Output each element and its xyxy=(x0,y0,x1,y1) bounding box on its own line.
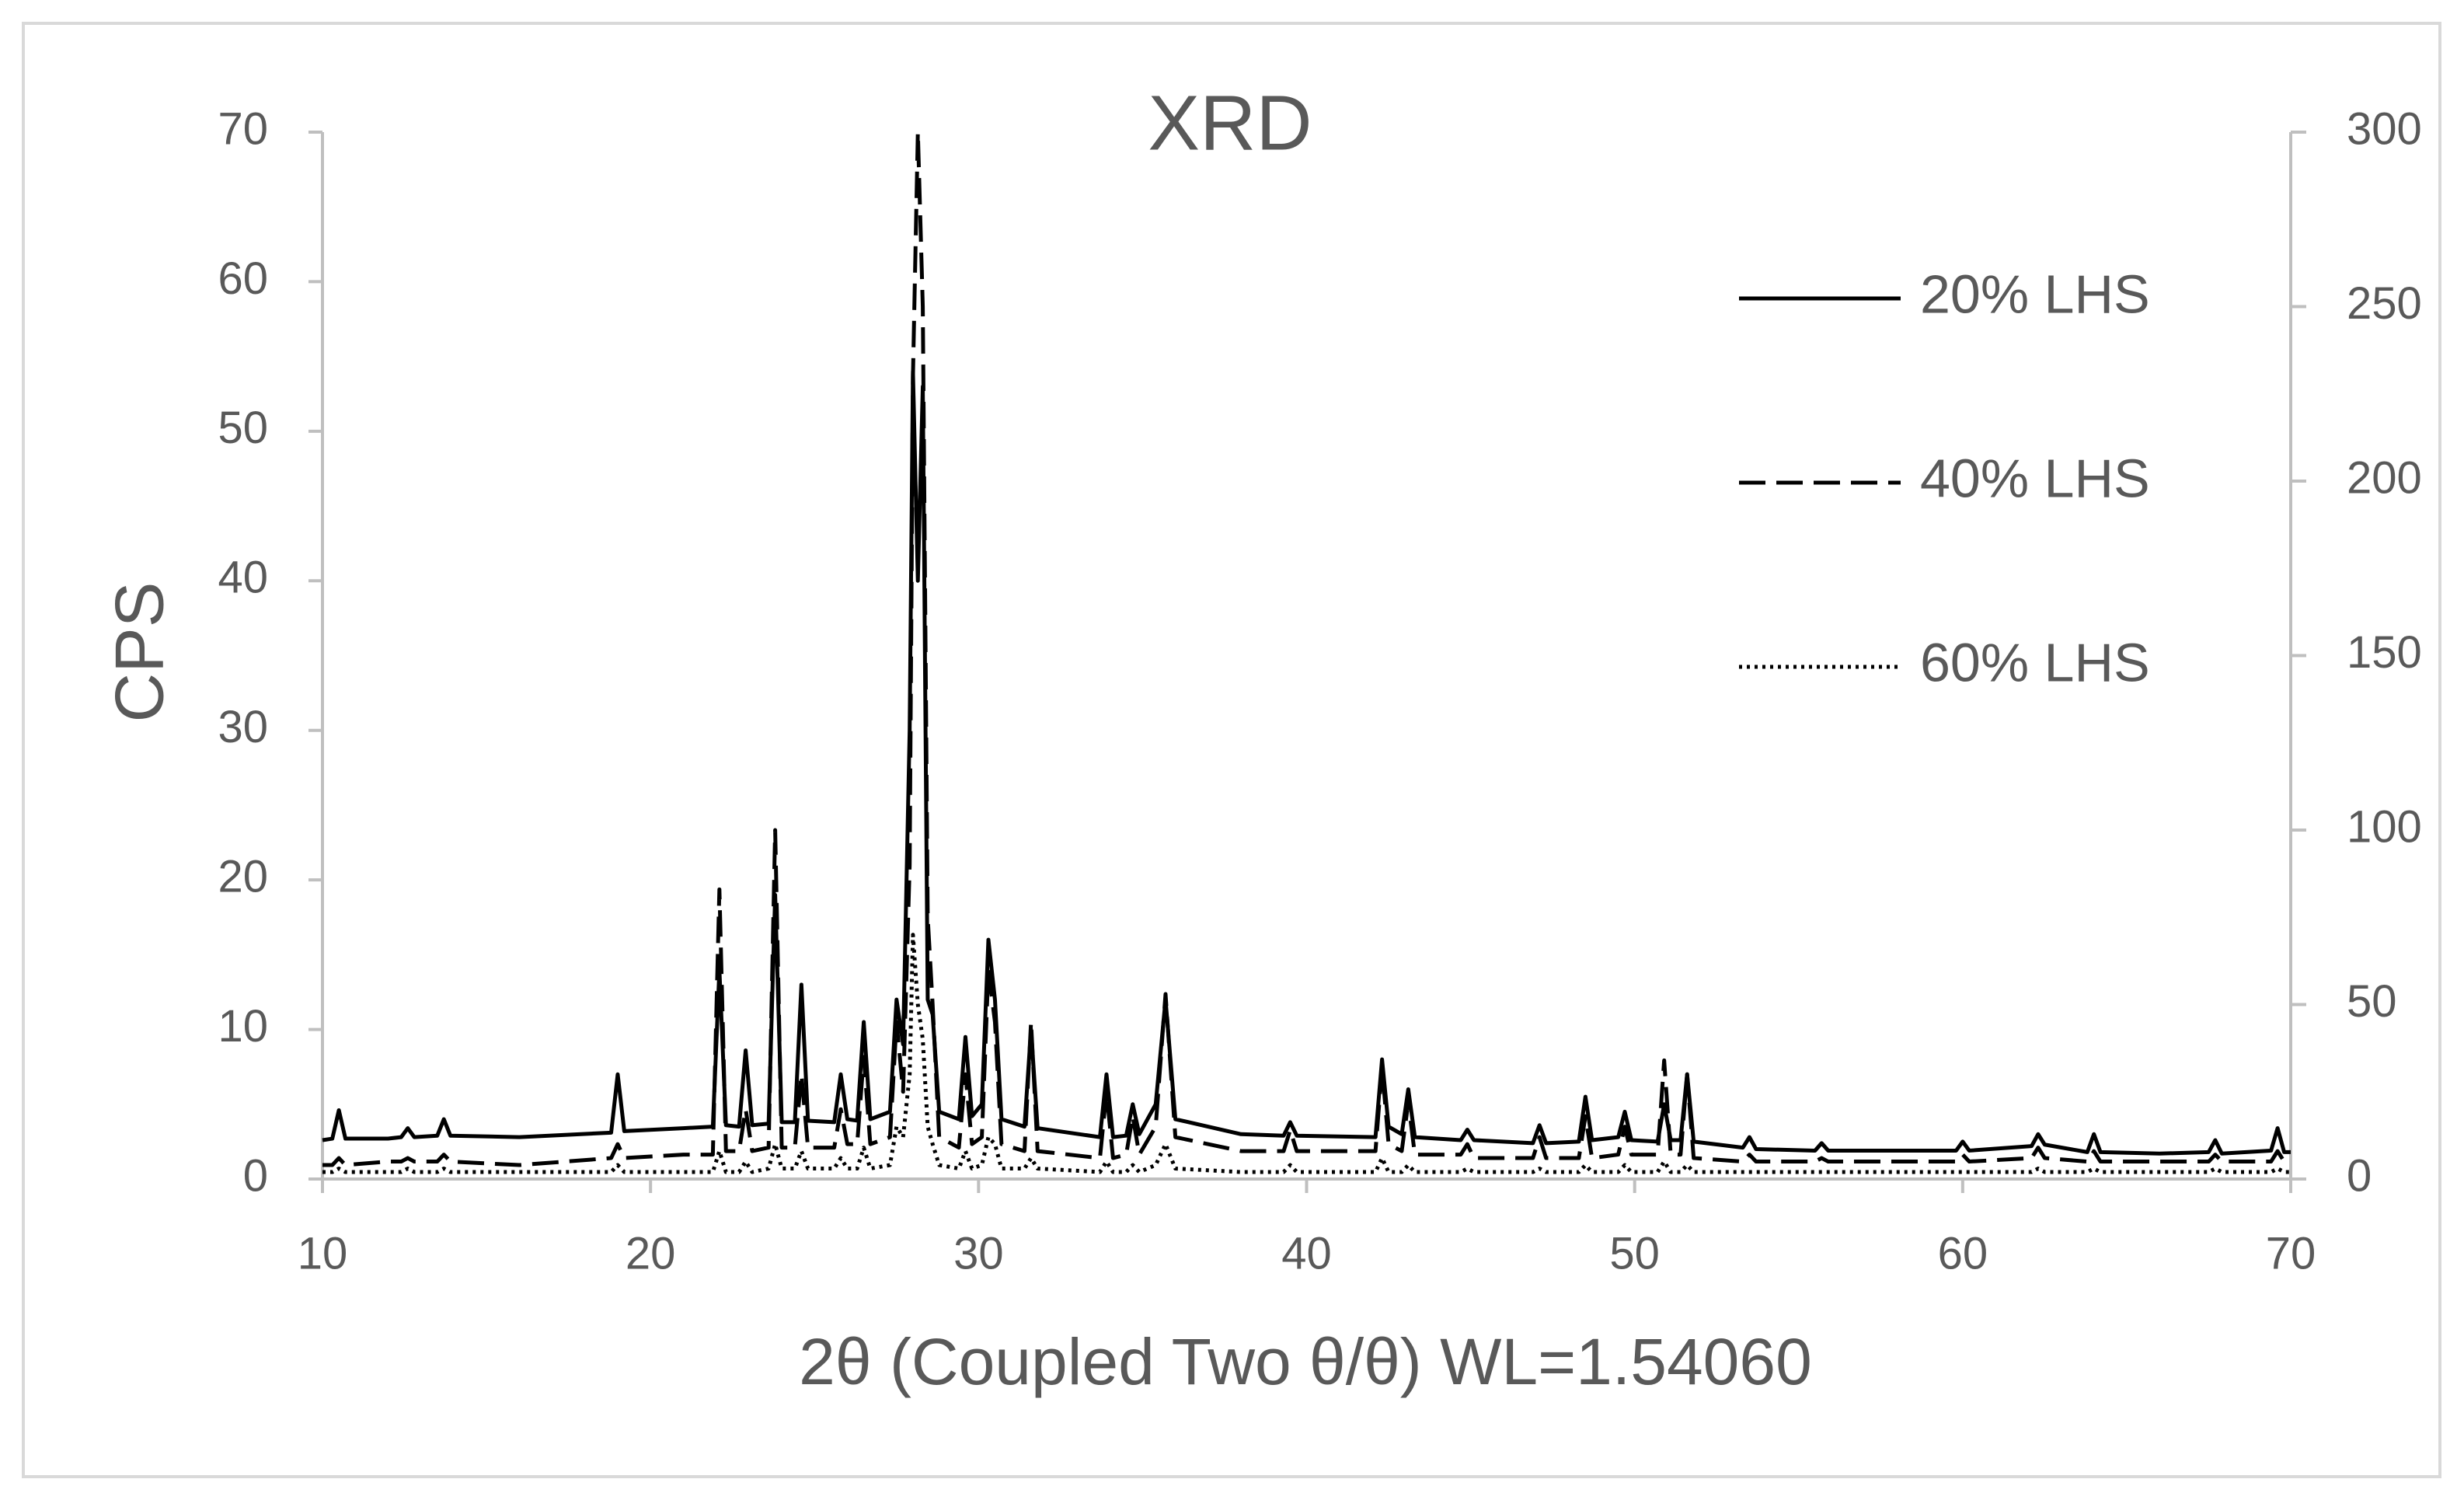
y-tick-label: 70 xyxy=(218,103,268,154)
y-tick-label: 60 xyxy=(218,253,268,304)
y-tick-label: 0 xyxy=(243,1150,268,1201)
x-tick-label: 70 xyxy=(2266,1228,2316,1278)
x-tick-label: 60 xyxy=(1938,1228,1988,1278)
x-tick-label: 50 xyxy=(1609,1228,1660,1278)
x-tick-label: 40 xyxy=(1281,1228,1332,1278)
legend-label: 20% LHS xyxy=(1920,263,2150,324)
y-tick-label: 40 xyxy=(218,553,268,603)
y2-tick-label: 200 xyxy=(2347,452,2422,503)
series-line xyxy=(322,369,2291,1156)
series-line xyxy=(322,130,2291,1167)
legend-label: 60% LHS xyxy=(1920,632,2150,692)
y-tick-label: 50 xyxy=(218,403,268,453)
y-tick-label: 30 xyxy=(218,702,268,752)
y2-tick-label: 100 xyxy=(2347,801,2422,852)
y2-tick-label: 50 xyxy=(2347,976,2397,1027)
chart-border xyxy=(22,22,2441,1478)
y2-tick-label: 300 xyxy=(2347,103,2422,154)
x-tick-label: 10 xyxy=(298,1228,348,1278)
y2-tick-label: 250 xyxy=(2347,278,2422,329)
y-tick-label: 10 xyxy=(218,1001,268,1052)
y-tick-label: 20 xyxy=(218,851,268,902)
x-tick-label: 30 xyxy=(953,1228,1004,1278)
chart-title: XRD xyxy=(1148,79,1312,166)
series-line xyxy=(322,933,2291,1174)
legend-label: 40% LHS xyxy=(1920,448,2150,508)
x-tick-label: 20 xyxy=(626,1228,676,1278)
x-axis-label: 2θ (Coupled Two θ/θ) WL=1.54060 xyxy=(799,1325,1812,1398)
y2-tick-label: 0 xyxy=(2347,1150,2372,1201)
y-axis-label: CPS xyxy=(100,582,177,723)
y2-tick-label: 150 xyxy=(2347,627,2422,678)
